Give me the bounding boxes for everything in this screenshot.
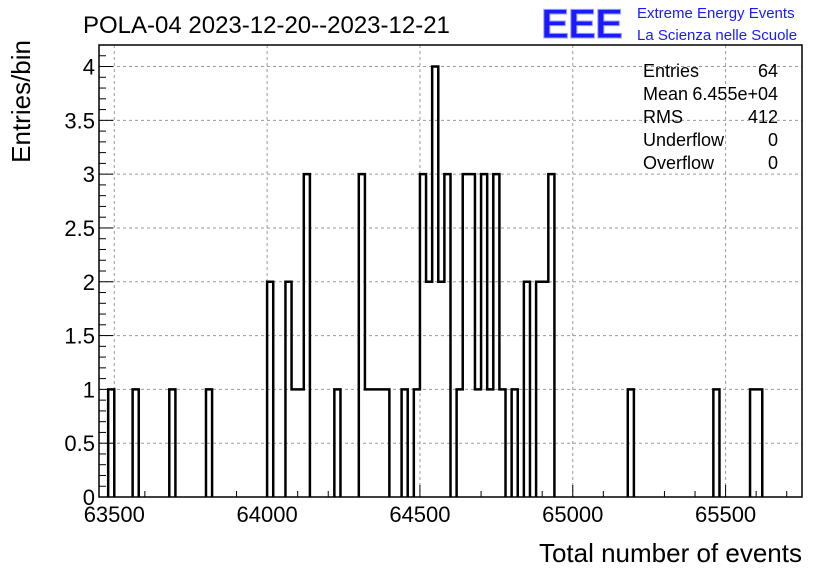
x-axis-label: Total number of events: [539, 538, 802, 568]
x-tick-label: 64000: [237, 502, 298, 527]
stats-label: Underflow: [643, 130, 725, 150]
eee-logo-mark: EEE: [541, 0, 622, 47]
y-tick-label: 3.5: [64, 108, 95, 133]
stats-value: 0: [768, 130, 778, 150]
chart-title: POLA-04 2023-12-20--2023-12-21: [83, 12, 450, 39]
stats-label: Overflow: [643, 153, 715, 173]
x-tick-label: 63500: [84, 502, 145, 527]
y-tick-label: 2.5: [64, 216, 95, 241]
axes: 63500 64000 64500 65000 65500 0 0.5 1 1.5 2 2.5 3 3.…: [64, 44, 803, 527]
stats-value: 0: [768, 153, 778, 173]
x-tick-label: 65500: [695, 502, 756, 527]
stats-box: Entries 64 Mean 6.455e+04 RMS 412 Underflow 0 Ov…: [643, 61, 778, 173]
y-tick-label: 3: [83, 162, 95, 187]
stats-value: 412: [748, 107, 778, 127]
y-tick-label: 0.5: [64, 431, 95, 456]
x-tick-label: 65000: [542, 502, 603, 527]
y-tick-label: 1.5: [64, 324, 95, 349]
stats-label: Entries: [643, 61, 699, 81]
y-axis-label: Entries/bin: [6, 40, 36, 163]
eee-logo-line2: La Scienza nelle Scuole: [637, 27, 797, 44]
stats-label: Mean: [643, 84, 688, 104]
stats-label: RMS: [643, 107, 683, 127]
y-tick-label: 0: [83, 485, 95, 510]
y-tick-label: 4: [83, 55, 95, 80]
y-tick-label: 2: [83, 270, 95, 295]
eee-logo-line1: Extreme Energy Events: [637, 5, 795, 22]
stats-value: 6.455e+04: [692, 84, 778, 104]
y-tick-label: 1: [83, 377, 95, 402]
stats-value: 64: [758, 61, 778, 81]
eee-logo: EEE Extreme Energy Events La Scienza nel…: [541, 0, 798, 48]
x-tick-label: 64500: [389, 502, 450, 527]
